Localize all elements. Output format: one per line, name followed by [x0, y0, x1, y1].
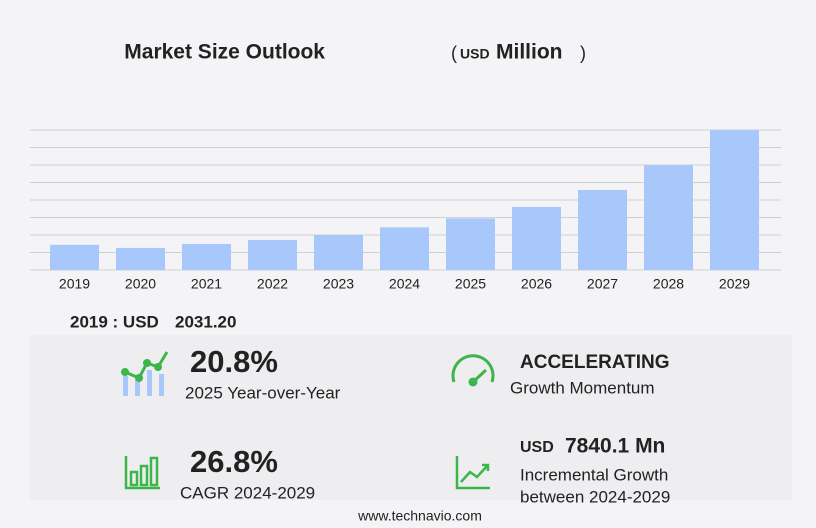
bar [50, 244, 99, 270]
x-tick-label: 2022 [257, 276, 288, 292]
chart-title: Market Size Outlook [124, 41, 325, 64]
x-tick-label: 2024 [389, 276, 420, 292]
stat-label: between 2024-2029 [520, 487, 670, 506]
stat-value: 7840.1 Mn [565, 435, 665, 458]
stat-label: CAGR 2024-2029 [180, 483, 315, 502]
x-tick-label: 2019 [59, 276, 90, 292]
momentum-icon [451, 354, 495, 387]
bar [644, 165, 693, 270]
stat-label: Growth Momentum [510, 378, 655, 397]
footer: www.technavio.com [357, 508, 482, 524]
x-tick-label: 2027 [587, 276, 618, 292]
x-tick-label: 2028 [653, 276, 684, 292]
bar [314, 235, 363, 270]
unit-name: Million [496, 41, 563, 64]
unit-open: ( [451, 43, 457, 63]
highlight-label: 2019 : USD [70, 312, 159, 331]
x-tick-label: 2020 [125, 276, 156, 292]
x-tick-label: 2021 [191, 276, 222, 292]
incremental-icon [455, 456, 490, 490]
unit-currency: USD [460, 46, 490, 62]
cagr-icon [124, 456, 160, 490]
stats-panel [30, 335, 792, 500]
bar [248, 239, 297, 270]
highlight-value: 2031.20 [175, 312, 236, 331]
stat-label: Incremental Growth [520, 465, 668, 484]
bar [578, 189, 627, 270]
bar [380, 227, 429, 270]
bar [182, 243, 231, 270]
stat-label: 2025 Year-over-Year [185, 383, 341, 402]
stat-currency: USD [520, 439, 554, 456]
stat-value: 26.8% [190, 444, 278, 479]
bar [116, 247, 165, 270]
stat-value: ACCELERATING [520, 352, 670, 373]
x-tick-label: 2026 [521, 276, 552, 292]
unit-close: ) [580, 43, 586, 63]
x-tick-label: 2025 [455, 276, 486, 292]
x-tick-label: 2029 [719, 276, 750, 292]
bar [710, 130, 759, 270]
yoy-icon [121, 351, 169, 396]
bar [446, 218, 495, 270]
bar [512, 206, 561, 270]
stat-value: 20.8% [190, 344, 278, 379]
x-tick-label: 2023 [323, 276, 354, 292]
